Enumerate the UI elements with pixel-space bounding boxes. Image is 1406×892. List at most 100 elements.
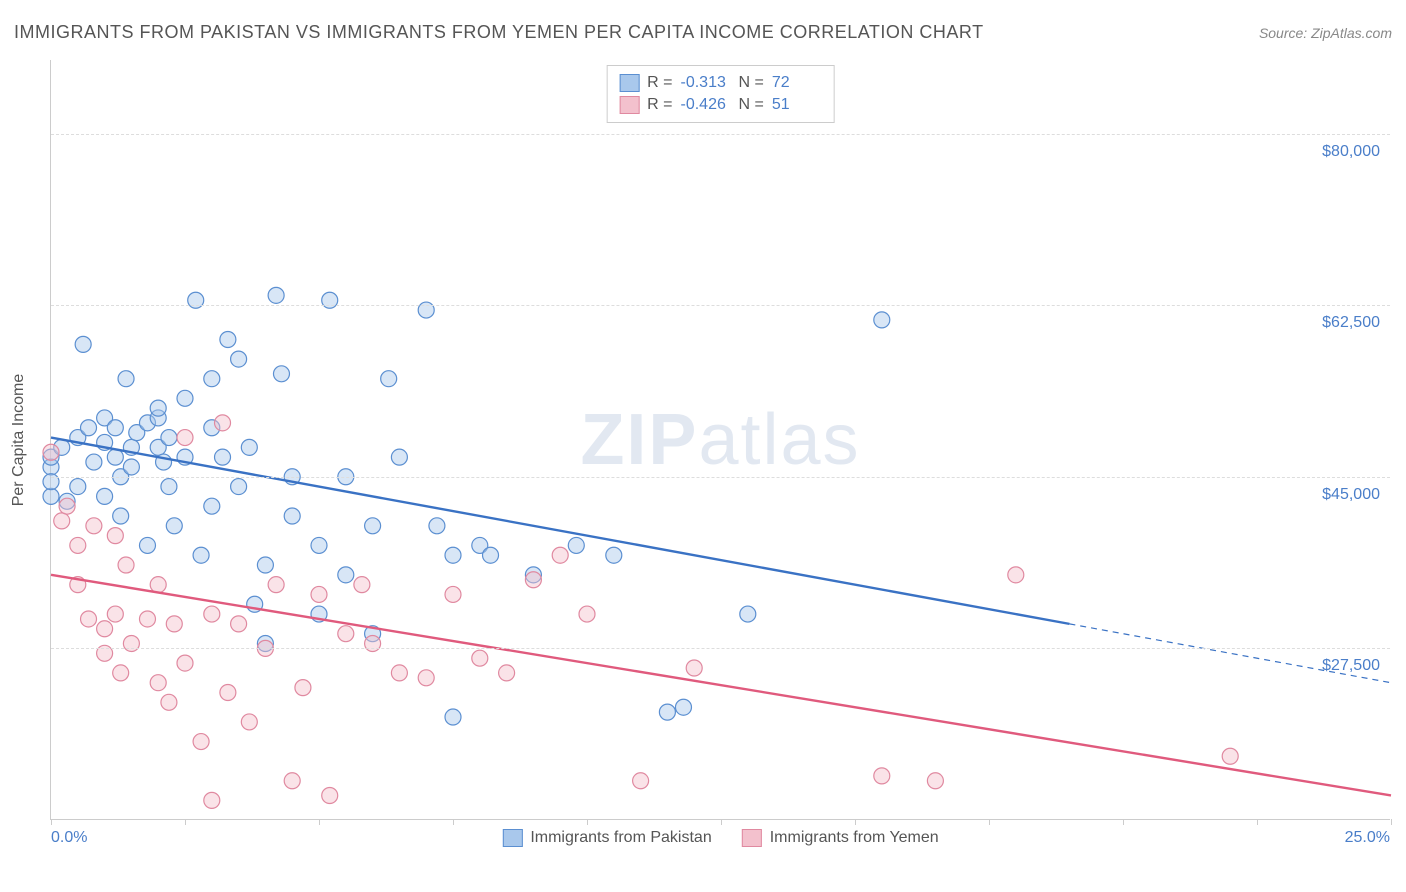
data-point: [659, 704, 675, 720]
data-point: [311, 586, 327, 602]
data-point: [241, 714, 257, 730]
x-tick: [587, 819, 588, 825]
legend-series: Immigrants from Pakistan Immigrants from …: [502, 829, 938, 847]
gridline: [51, 477, 1390, 478]
data-point: [177, 430, 193, 446]
source-name: ZipAtlas.com: [1311, 25, 1392, 41]
data-point: [161, 479, 177, 495]
data-point: [220, 331, 236, 347]
gridline: [51, 648, 1390, 649]
data-point: [391, 449, 407, 465]
y-tick-label: $62,500: [1322, 314, 1380, 332]
data-point: [579, 606, 595, 622]
x-tick: [989, 819, 990, 825]
data-point: [284, 773, 300, 789]
data-point: [740, 606, 756, 622]
x-end-label: 25.0%: [1345, 829, 1390, 847]
data-point: [123, 459, 139, 475]
data-point: [204, 498, 220, 514]
data-point: [113, 665, 129, 681]
chart-title: IMMIGRANTS FROM PAKISTAN VS IMMIGRANTS F…: [14, 22, 984, 43]
data-point: [107, 449, 123, 465]
data-point: [215, 449, 231, 465]
data-point: [472, 650, 488, 666]
gridline: [51, 305, 1390, 306]
data-point: [150, 675, 166, 691]
data-point: [231, 616, 247, 632]
data-point: [927, 773, 943, 789]
data-point: [273, 366, 289, 382]
data-point: [70, 537, 86, 553]
x-tick: [453, 819, 454, 825]
data-point: [675, 699, 691, 715]
legend-r-label: R =: [647, 94, 672, 116]
data-point: [97, 488, 113, 504]
gridline: [51, 134, 1390, 135]
legend-series-label: Immigrants from Yemen: [770, 829, 939, 847]
data-point: [381, 371, 397, 387]
data-point: [166, 616, 182, 632]
data-point: [81, 420, 97, 436]
data-point: [284, 508, 300, 524]
x-tick: [1257, 819, 1258, 825]
data-point: [150, 577, 166, 593]
data-point: [338, 567, 354, 583]
data-point: [97, 621, 113, 637]
data-point: [445, 586, 461, 602]
legend-series-item: Immigrants from Yemen: [742, 829, 939, 847]
data-point: [874, 312, 890, 328]
data-point: [107, 528, 123, 544]
data-point: [215, 415, 231, 431]
data-point: [204, 371, 220, 387]
x-tick: [319, 819, 320, 825]
legend-r-label: R =: [647, 72, 672, 94]
data-point: [606, 547, 622, 563]
legend-n-label: N =: [739, 72, 764, 94]
data-point: [161, 430, 177, 446]
data-point: [107, 420, 123, 436]
data-point: [525, 572, 541, 588]
title-bar: IMMIGRANTS FROM PAKISTAN VS IMMIGRANTS F…: [14, 22, 1392, 43]
data-point: [204, 792, 220, 808]
legend-swatch: [619, 96, 639, 114]
data-point: [268, 577, 284, 593]
x-tick: [855, 819, 856, 825]
legend-n-value: 72: [772, 72, 822, 94]
data-point: [391, 665, 407, 681]
data-point: [193, 547, 209, 563]
data-point: [204, 606, 220, 622]
data-point: [568, 537, 584, 553]
legend-r-value: -0.313: [681, 72, 731, 94]
data-point: [483, 547, 499, 563]
legend-correlation: R = -0.313 N = 72R =-0.426N =51: [606, 65, 835, 123]
data-point: [257, 557, 273, 573]
data-point: [118, 557, 134, 573]
data-point: [686, 660, 702, 676]
data-point: [43, 444, 59, 460]
x-tick: [1391, 819, 1392, 825]
data-point: [429, 518, 445, 534]
x-tick: [51, 819, 52, 825]
data-point: [75, 336, 91, 352]
legend-swatch: [502, 829, 522, 847]
y-tick-label: $80,000: [1322, 143, 1380, 161]
data-point: [166, 518, 182, 534]
x-tick: [1123, 819, 1124, 825]
legend-correlation-row: R =-0.426N =51: [619, 94, 822, 116]
x-tick: [185, 819, 186, 825]
data-point: [161, 694, 177, 710]
plot-area: ZIPatlas R =-0.313N =72R =-0.426N =51 Im…: [50, 60, 1390, 820]
data-point: [1008, 567, 1024, 583]
y-tick-label: $45,000: [1322, 486, 1380, 504]
data-point: [70, 479, 86, 495]
legend-series-item: Immigrants from Pakistan: [502, 829, 711, 847]
y-tick-label: $27,500: [1322, 657, 1380, 675]
x-tick: [721, 819, 722, 825]
data-point: [552, 547, 568, 563]
data-point: [1222, 748, 1238, 764]
source-attribution: Source: ZipAtlas.com: [1259, 25, 1392, 41]
source-prefix: Source:: [1259, 25, 1311, 41]
data-point: [633, 773, 649, 789]
data-point: [86, 454, 102, 470]
trend-line: [51, 575, 1391, 796]
